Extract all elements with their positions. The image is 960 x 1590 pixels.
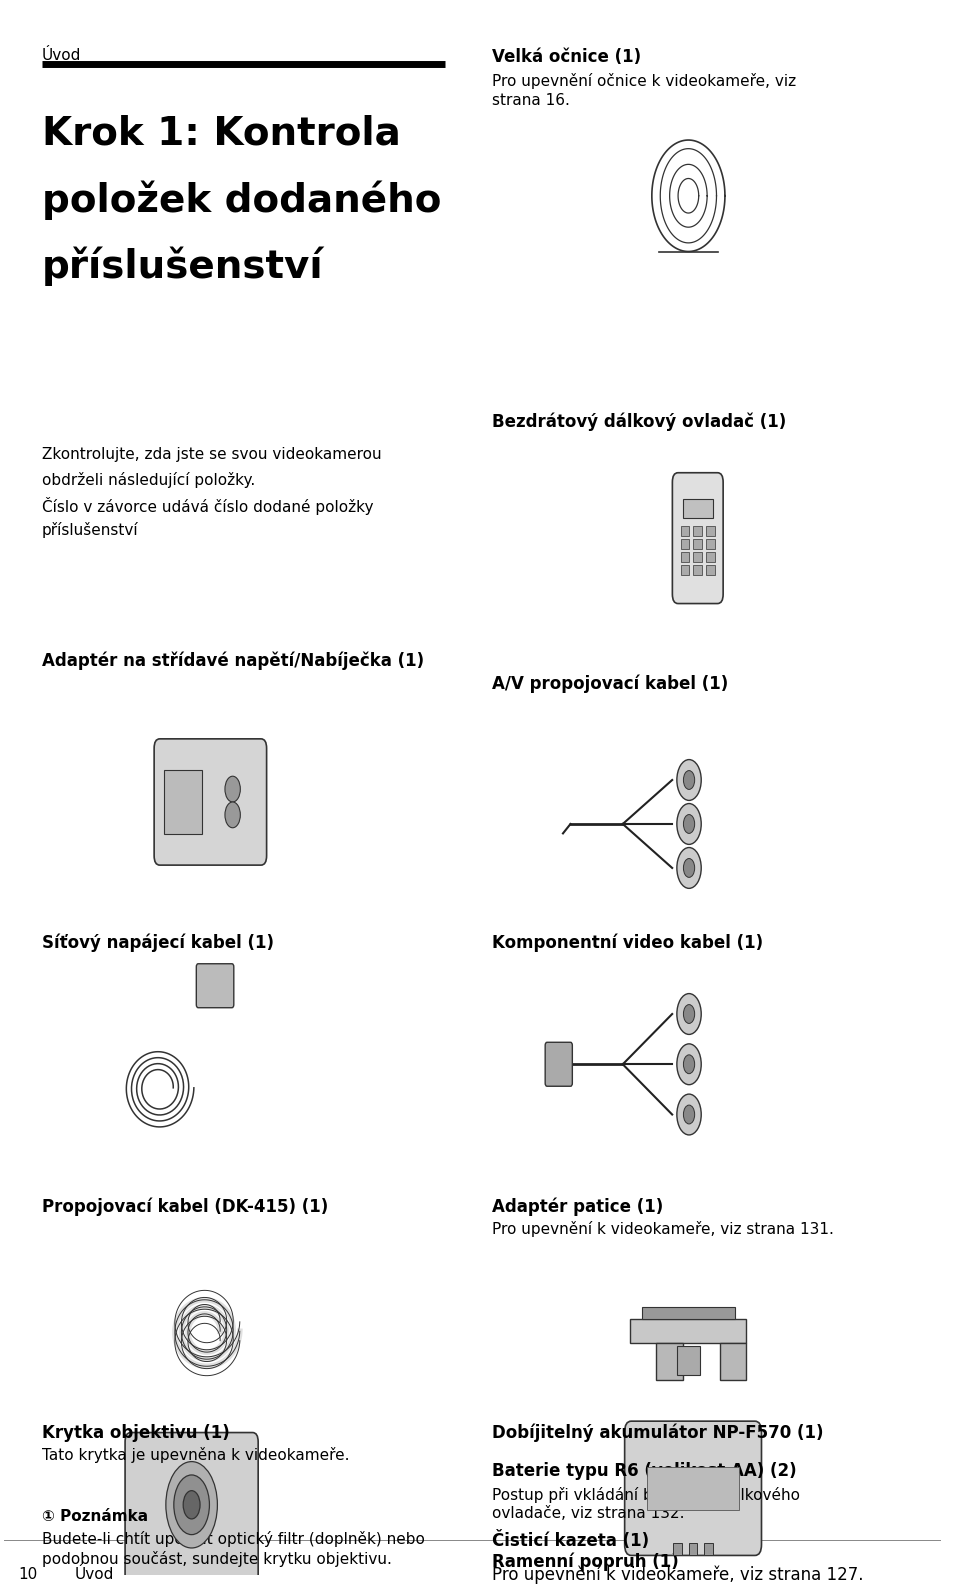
FancyBboxPatch shape <box>625 1421 761 1555</box>
Circle shape <box>677 1094 701 1135</box>
Bar <box>164 770 203 835</box>
Bar <box>706 526 715 536</box>
Text: 10: 10 <box>18 1566 37 1582</box>
Bar <box>693 539 702 549</box>
Text: Pro upevnění očnice k videokameře, viz
strana 16.: Pro upevnění očnice k videokameře, viz s… <box>492 73 796 108</box>
Bar <box>683 499 712 518</box>
Text: Čisticí kazeta (1): Čisticí kazeta (1) <box>492 1531 649 1550</box>
Bar <box>674 1542 682 1555</box>
Bar <box>689 1542 697 1555</box>
Bar <box>677 1345 700 1375</box>
Bar <box>706 552 715 563</box>
Text: obdrželi následující položky.: obdrželi následující položky. <box>41 472 255 488</box>
Text: Bezdrátový dálkový ovladač (1): Bezdrátový dálkový ovladač (1) <box>492 412 786 431</box>
Text: Úvod: Úvod <box>75 1566 114 1582</box>
Text: Budete-li chtít upevnit optický filtr (doplněk) nebo
podobnou součást, sundejte : Budete-li chtít upevnit optický filtr (d… <box>41 1531 424 1566</box>
Text: Zkontrolujte, zda jste se svou videokamerou: Zkontrolujte, zda jste se svou videokame… <box>41 447 381 463</box>
FancyBboxPatch shape <box>672 472 723 604</box>
FancyBboxPatch shape <box>196 964 234 1008</box>
Text: Komponentní video kabel (1): Komponentní video kabel (1) <box>492 933 762 952</box>
Bar <box>706 539 715 549</box>
Text: Číslo v závorce udává číslo dodané položky: Číslo v závorce udává číslo dodané polož… <box>41 498 373 515</box>
Circle shape <box>684 771 695 789</box>
Bar <box>681 526 689 536</box>
Text: Úvod: Úvod <box>41 48 81 64</box>
Circle shape <box>225 801 240 828</box>
FancyBboxPatch shape <box>545 1043 572 1086</box>
Circle shape <box>166 1461 217 1549</box>
Circle shape <box>677 847 701 889</box>
Text: položek dodaného: položek dodaného <box>41 180 441 219</box>
Text: Pro upevnění k videokameře, viz strana 131.: Pro upevnění k videokameře, viz strana 1… <box>492 1221 833 1237</box>
Text: Krytka objektivu (1): Krytka objektivu (1) <box>41 1425 229 1442</box>
Text: Ramenní popruh (1): Ramenní popruh (1) <box>492 1553 679 1571</box>
Circle shape <box>684 1005 695 1024</box>
Bar <box>706 564 715 576</box>
Circle shape <box>677 760 701 800</box>
Text: Adaptér na střídavé napětí/Nabíječka (1): Adaptér na střídavé napětí/Nabíječka (1) <box>41 652 423 669</box>
Bar <box>693 564 702 576</box>
Circle shape <box>684 859 695 878</box>
Text: Síťový napájecí kabel (1): Síťový napájecí kabel (1) <box>41 933 274 952</box>
Circle shape <box>183 1491 200 1518</box>
Text: příslušenství: příslušenství <box>41 246 324 286</box>
Text: Propojovací kabel (DK-415) (1): Propojovací kabel (DK-415) (1) <box>41 1197 328 1216</box>
FancyBboxPatch shape <box>155 739 267 865</box>
Bar <box>705 1542 712 1555</box>
Text: Baterie typu R6 (velikost AA) (2): Baterie typu R6 (velikost AA) (2) <box>492 1461 796 1480</box>
Circle shape <box>677 803 701 844</box>
Circle shape <box>684 1054 695 1073</box>
Bar <box>693 552 702 563</box>
Bar <box>657 1344 683 1380</box>
Bar <box>642 1307 734 1318</box>
Bar <box>720 1344 747 1380</box>
Bar <box>631 1318 747 1344</box>
Circle shape <box>225 776 240 801</box>
Bar <box>681 564 689 576</box>
Text: Postup při vkládání baterií do dálkového
ovladače, viz strana 132.: Postup při vkládání baterií do dálkového… <box>492 1487 800 1522</box>
Bar <box>681 539 689 549</box>
Circle shape <box>677 994 701 1035</box>
Text: příslušenství: příslušenství <box>41 523 138 539</box>
Text: Tato krytka je upevněna k videokameře.: Tato krytka je upevněna k videokameře. <box>41 1447 349 1463</box>
Text: Velká očnice (1): Velká očnice (1) <box>492 48 640 67</box>
Bar <box>647 1466 739 1510</box>
Circle shape <box>174 1476 209 1534</box>
FancyBboxPatch shape <box>125 1433 258 1585</box>
Bar <box>693 526 702 536</box>
Text: Pro upevnění k videokameře, viz strana 127.: Pro upevnění k videokameře, viz strana 1… <box>492 1565 863 1584</box>
Circle shape <box>684 814 695 833</box>
Text: A/V propojovací kabel (1): A/V propojovací kabel (1) <box>492 674 728 693</box>
Text: ① Poznámka: ① Poznámka <box>41 1509 148 1523</box>
Text: Krok 1: Kontrola: Krok 1: Kontrola <box>41 114 400 153</box>
Text: Dobíjitelný akumulátor NP-F570 (1): Dobíjitelný akumulátor NP-F570 (1) <box>492 1425 823 1442</box>
Text: Adaptér patice (1): Adaptér patice (1) <box>492 1197 662 1216</box>
Circle shape <box>677 1045 701 1084</box>
Bar <box>681 552 689 563</box>
Circle shape <box>684 1105 695 1124</box>
